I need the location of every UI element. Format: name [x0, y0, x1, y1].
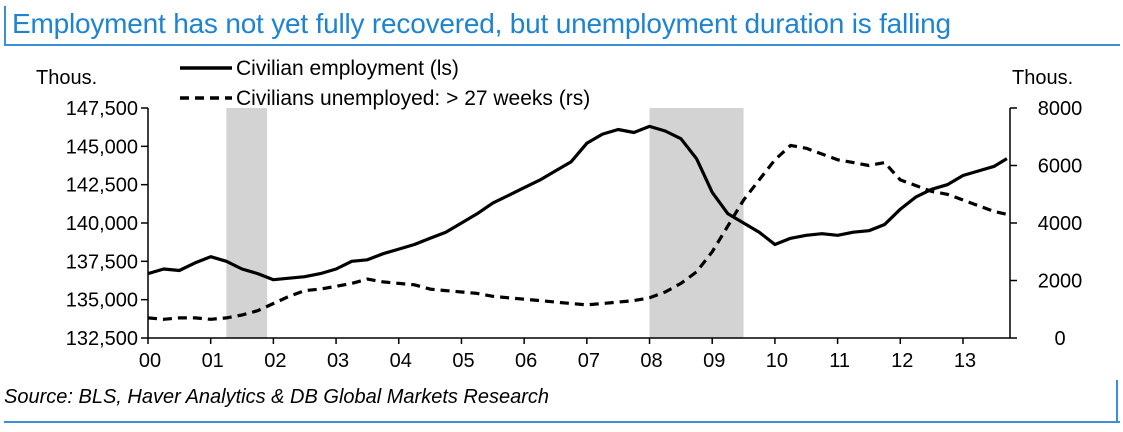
title-left-rule: [4, 6, 6, 44]
title-bar: Employment has not yet fully recovered, …: [0, 0, 1123, 46]
recession-shading: [226, 108, 744, 338]
left-axis-unit: Thous.: [36, 67, 97, 89]
x-tick-label: 07: [578, 350, 600, 372]
x-tick-label: 10: [766, 350, 788, 372]
civilian-employment-line: [147, 124, 1008, 282]
left-tick-label: 142,500: [66, 175, 138, 197]
footer-right-rule: [1116, 380, 1118, 423]
series-lines: [147, 124, 1008, 321]
legend-label-1: Civilians unemployed: > 27 weeks (rs): [236, 87, 590, 110]
x-tick-label: 08: [640, 350, 662, 372]
left-tick-label: 147,500: [66, 98, 138, 120]
right-tick-label: 8000: [1038, 98, 1083, 120]
x-tick-label: 00: [139, 350, 161, 372]
x-tick-label: 06: [515, 350, 537, 372]
left-tick-label: 137,500: [66, 251, 138, 273]
x-tick-label: 05: [452, 350, 474, 372]
source-note: Source: BLS, Haver Analytics & DB Global…: [4, 386, 550, 408]
right-tick-label: 6000: [1038, 156, 1083, 178]
left-tick-label: 145,000: [66, 136, 138, 158]
x-tick-label: 12: [891, 350, 913, 372]
x-tick-label: 13: [954, 350, 976, 372]
axes: 132,500 135,000 137,500 140,000 142,500 145,0…: [36, 67, 1082, 372]
legend-label-0: Civilian employment (ls): [236, 57, 459, 80]
title-bottom-rule: [4, 44, 1120, 46]
line-chart: 132,500 135,000 137,500 140,000 142,500 145,0…: [36, 57, 1082, 372]
recession-band-0: [226, 108, 268, 338]
left-tick-label: 132,500: [66, 328, 138, 350]
legend: Civilian employment (ls) Civilians unempl…: [180, 57, 590, 110]
right-axis-unit: Thous.: [1012, 67, 1073, 89]
footer-rule: [4, 421, 1120, 423]
x-tick-label: 09: [703, 350, 725, 372]
x-tick-label: 04: [390, 350, 412, 372]
x-tick-label: 02: [264, 350, 286, 372]
x-tick-label: 11: [829, 350, 850, 372]
right-tick-label: 2000: [1038, 271, 1083, 293]
x-tick-label: 01: [202, 350, 224, 372]
unemployed-27-weeks-line: [147, 143, 1008, 321]
left-tick-label: 140,000: [66, 213, 138, 235]
right-tick-label: 4000: [1038, 213, 1083, 235]
x-tick-label: 03: [327, 350, 349, 372]
right-tick-label: 0: [1054, 328, 1065, 350]
left-tick-label: 135,000: [66, 290, 138, 312]
chart-title: Employment has not yet fully recovered, …: [12, 8, 951, 39]
